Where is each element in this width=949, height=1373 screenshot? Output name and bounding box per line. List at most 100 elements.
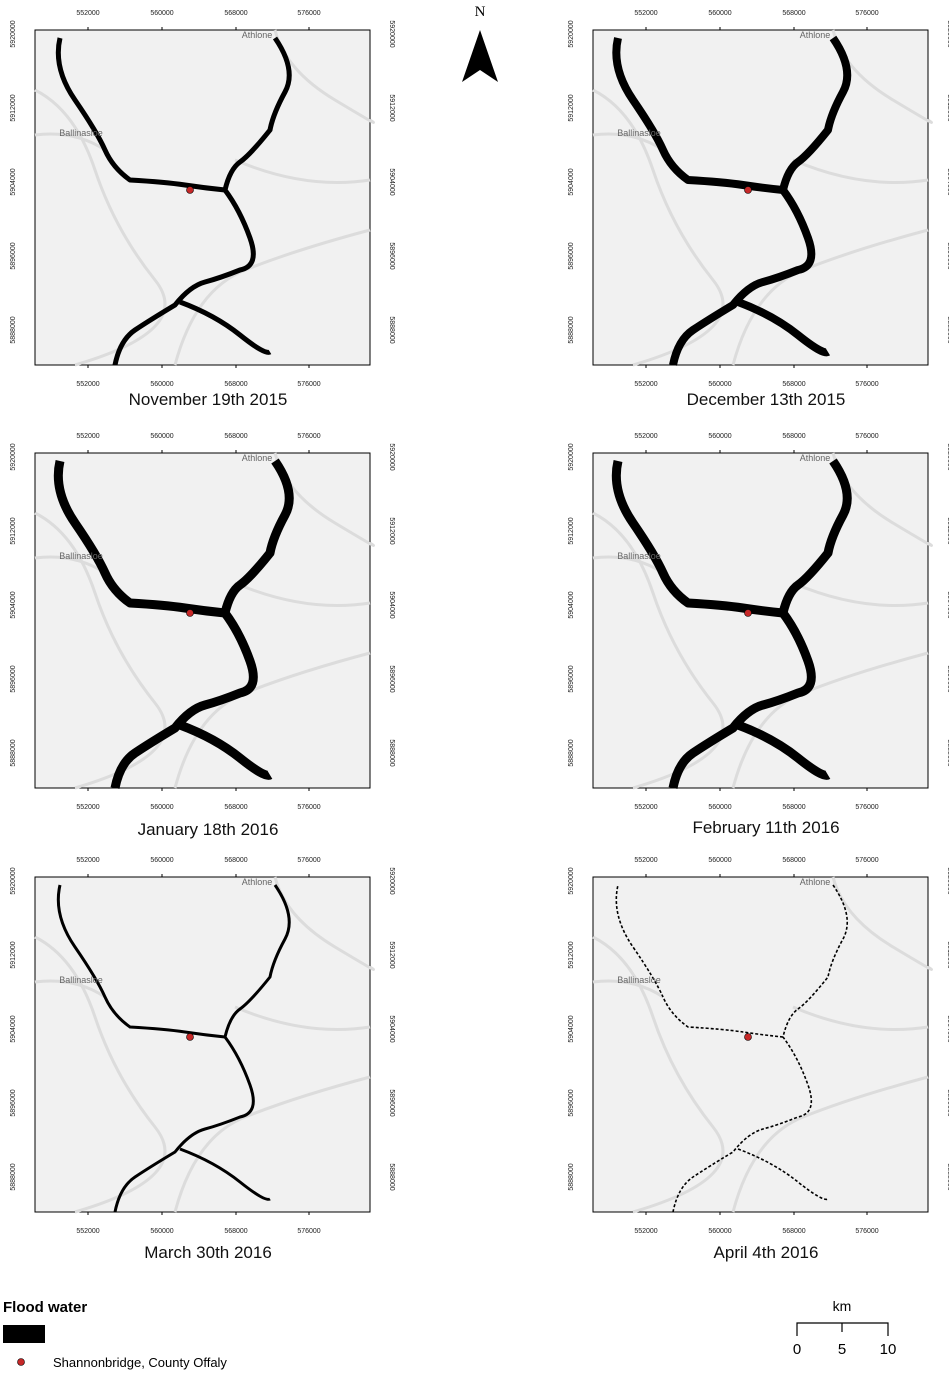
place-label: Ballinasloe: [59, 975, 103, 985]
y-tick-label: 5888000: [10, 1163, 17, 1190]
panel-caption: April 4th 2016: [714, 1243, 819, 1262]
x-tick-label: 560000: [708, 804, 731, 811]
flood-water: [615, 884, 784, 1038]
y-tick-label: 5896000: [388, 1089, 395, 1116]
y-tick-label: 5904000: [946, 168, 949, 195]
place-label: Athlone: [242, 877, 273, 887]
x-tick-label: 576000: [297, 804, 320, 811]
x-tick-label: 568000: [782, 857, 805, 864]
x-tick-label: 576000: [855, 1228, 878, 1235]
x-tick-label: 568000: [224, 857, 247, 864]
shannonbridge-point: [186, 1033, 194, 1041]
x-tick-label: 568000: [224, 1228, 247, 1235]
shannonbridge-point: [744, 609, 752, 617]
flood-water: [736, 298, 831, 357]
flood-water: [53, 459, 226, 618]
y-tick-label: 5896000: [10, 665, 17, 692]
y-tick-label: 5912000: [568, 517, 575, 544]
y-tick-label: 5920000: [10, 20, 17, 47]
x-tick-label: 552000: [634, 10, 657, 17]
x-tick-label: 552000: [634, 804, 657, 811]
x-tick-label: 568000: [224, 804, 247, 811]
y-tick-label: 5912000: [10, 94, 17, 121]
flood-water: [736, 720, 831, 780]
map-panel: 552000 552000 560000 560000 568000 568000 5760…: [10, 10, 395, 388]
flood-water: [110, 458, 294, 789]
x-tick-label: 576000: [855, 804, 878, 811]
x-tick-label: 576000: [297, 433, 320, 440]
y-tick-label: 5888000: [388, 739, 395, 766]
place-label: Ballinasloe: [617, 128, 661, 138]
legend-point: [17, 1358, 25, 1366]
x-tick-label: 560000: [150, 10, 173, 17]
y-tick-label: 5912000: [568, 941, 575, 968]
place-label: Ballinasloe: [59, 551, 103, 561]
y-tick-label: 5912000: [946, 517, 949, 544]
place-label: Ballinasloe: [617, 551, 661, 561]
y-tick-label: 5904000: [388, 591, 395, 618]
x-tick-label: 568000: [782, 381, 805, 388]
y-tick-label: 5888000: [10, 739, 17, 766]
scale-label: 0: [793, 1341, 801, 1358]
map-frame: [592, 876, 929, 1213]
panel-caption: January 18th 2016: [138, 820, 279, 839]
north-arrow: [462, 30, 498, 82]
x-tick-label: 552000: [634, 381, 657, 388]
x-tick-label: 568000: [782, 433, 805, 440]
y-tick-label: 5920000: [10, 443, 17, 470]
map-panel: 552000 552000 560000 560000 568000 568000 5760…: [568, 433, 949, 811]
flood-water: [112, 36, 292, 366]
north-label: N: [475, 4, 486, 20]
y-tick-label: 5896000: [10, 1089, 17, 1116]
y-tick-label: 5896000: [568, 665, 575, 692]
y-tick-label: 5904000: [10, 1015, 17, 1042]
y-tick-label: 5896000: [10, 242, 17, 269]
map-panel: 552000 552000 560000 560000 568000 568000 5760…: [10, 857, 395, 1235]
y-tick-label: 5920000: [568, 867, 575, 894]
panel-caption: February 11th 2016: [692, 818, 839, 837]
x-tick-label: 560000: [708, 1228, 731, 1235]
shannonbridge-point: [744, 1033, 752, 1041]
y-tick-label: 5896000: [568, 242, 575, 269]
flood-water: [179, 1147, 271, 1201]
scale-bar: [796, 1322, 889, 1336]
road: [792, 1005, 929, 1031]
x-tick-label: 568000: [782, 1228, 805, 1235]
flood-water: [113, 884, 291, 1213]
x-tick-label: 552000: [76, 10, 99, 17]
y-tick-label: 5920000: [946, 443, 949, 470]
road: [234, 581, 371, 607]
y-tick-label: 5888000: [10, 316, 17, 343]
road: [592, 935, 725, 1214]
x-tick-label: 568000: [782, 804, 805, 811]
x-tick-label: 552000: [76, 433, 99, 440]
y-tick-label: 5904000: [946, 591, 949, 618]
y-tick-label: 5912000: [388, 517, 395, 544]
y-tick-label: 5920000: [388, 867, 395, 894]
x-tick-label: 560000: [708, 433, 731, 440]
y-tick-label: 5896000: [946, 242, 949, 269]
y-tick-label: 5888000: [568, 739, 575, 766]
place-label: Athlone: [800, 30, 831, 40]
y-tick-label: 5912000: [388, 941, 395, 968]
x-tick-label: 552000: [634, 857, 657, 864]
y-tick-label: 5904000: [10, 591, 17, 618]
road: [34, 511, 167, 790]
road: [792, 158, 929, 184]
y-tick-label: 5912000: [10, 517, 17, 544]
place-label: Ballinasloe: [617, 975, 661, 985]
road: [234, 1005, 371, 1031]
x-tick-label: 560000: [150, 433, 173, 440]
y-tick-label: 5904000: [568, 591, 575, 618]
x-tick-label: 552000: [76, 381, 99, 388]
place-label: Athlone: [242, 453, 273, 463]
road: [34, 132, 106, 152]
y-tick-label: 5888000: [568, 316, 575, 343]
scale-label: 5: [838, 1341, 846, 1358]
flood-water: [179, 299, 272, 355]
shannonbridge-point: [186, 609, 194, 617]
place-label: Ballinasloe: [59, 128, 103, 138]
road: [34, 88, 167, 367]
x-tick-label: 560000: [708, 10, 731, 17]
